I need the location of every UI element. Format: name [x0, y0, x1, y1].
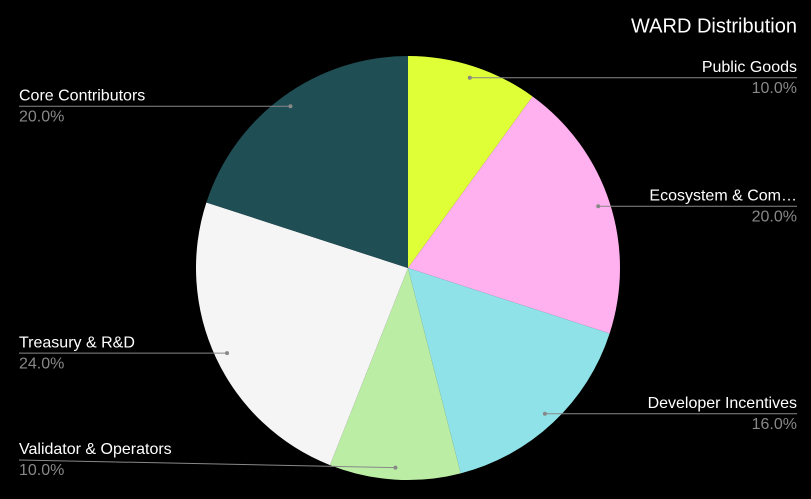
slice-value-label: 10.0% [752, 80, 797, 97]
slice-label: Public Goods [702, 59, 797, 76]
slice-label: Treasury & R&D [19, 334, 135, 351]
pie-slice [408, 56, 533, 268]
pie-slice [195, 202, 408, 466]
slice-value-label: 20.0% [752, 208, 797, 225]
slice-value-label: 20.0% [19, 108, 64, 125]
pie-slice [329, 268, 461, 480]
leader-dot [393, 465, 398, 470]
leader-dot [288, 104, 293, 109]
slice-label: Validator & Operators [19, 441, 172, 458]
pie-slice [408, 96, 620, 334]
leader-dot [467, 75, 472, 80]
slice-value-label: 24.0% [19, 355, 64, 372]
leader-line [18, 459, 396, 469]
slice-label: Core Contributors [19, 87, 145, 104]
slice-value-label: 10.0% [19, 462, 64, 479]
leader-dot [542, 411, 547, 416]
pie-slice [206, 56, 408, 268]
slice-label: Ecosystem & Com… [649, 187, 797, 204]
pie-slice [408, 268, 610, 474]
slice-label: Developer Incentives [648, 395, 797, 412]
leader-dot [596, 204, 601, 209]
leader-dot [225, 351, 230, 356]
slice-value-label: 16.0% [752, 416, 797, 433]
chart-title: WARD Distribution [631, 15, 797, 37]
